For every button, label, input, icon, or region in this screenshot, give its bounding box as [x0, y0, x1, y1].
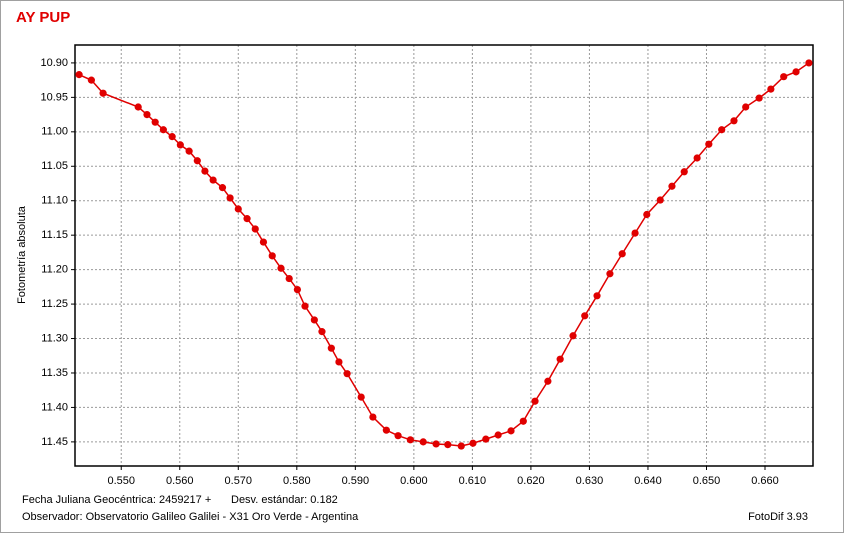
y-tick-label: 11.25	[41, 298, 68, 310]
footer-date: Fecha Juliana Geocéntrica: 2459217 +	[22, 494, 211, 506]
x-tick-label: 0.640	[634, 475, 662, 487]
data-point	[159, 126, 167, 134]
data-point	[718, 126, 726, 134]
data-point	[357, 393, 365, 401]
data-point	[301, 302, 309, 310]
data-point	[767, 85, 775, 93]
data-point	[201, 167, 209, 175]
x-tick-label: 0.560	[166, 475, 194, 487]
data-point	[226, 194, 234, 202]
data-point	[444, 441, 452, 449]
y-tick-label: 11.10	[41, 195, 68, 207]
plot-border	[74, 44, 814, 467]
footer-software: FotoDif 3.93	[748, 511, 808, 523]
data-point	[218, 184, 227, 192]
data-point	[780, 73, 788, 81]
data-point	[87, 76, 95, 84]
y-tick-label: 11.20	[41, 264, 68, 276]
data-point	[680, 168, 688, 176]
chart-title: AY PUP	[16, 9, 70, 26]
x-tick-label: 0.630	[576, 475, 604, 487]
data-point	[544, 377, 552, 385]
data-point	[742, 103, 750, 111]
data-point	[99, 89, 107, 97]
y-tick-label: 10.90	[40, 57, 68, 69]
y-tick-label: 11.30	[41, 332, 68, 344]
data-point	[143, 110, 151, 119]
data-point	[335, 358, 343, 366]
data-point	[730, 117, 738, 125]
footer-std: Desv. estándar: 0.182	[231, 494, 338, 506]
data-point	[293, 286, 301, 294]
data-point	[593, 292, 601, 300]
data-point	[556, 355, 564, 363]
x-tick-label: 0.620	[517, 475, 545, 487]
data-point	[382, 426, 390, 434]
data-point	[606, 270, 614, 278]
data-point	[805, 59, 813, 67]
data-point	[268, 252, 276, 260]
data-point	[251, 225, 259, 233]
data-point	[243, 215, 251, 223]
data-point	[343, 370, 351, 378]
data-point	[185, 147, 193, 155]
x-tick-label: 0.550	[107, 475, 135, 487]
data-point	[569, 332, 577, 340]
data-point	[406, 436, 414, 444]
data-point	[151, 118, 159, 126]
data-point	[318, 328, 326, 336]
data-point	[369, 413, 377, 421]
x-tick-label: 0.660	[751, 475, 779, 487]
data-point	[519, 417, 527, 425]
x-tick-label: 0.610	[459, 475, 487, 487]
data-point	[209, 176, 217, 184]
data-point	[310, 316, 318, 324]
x-tick-label: 0.590	[342, 475, 370, 487]
data-point	[755, 94, 763, 102]
y-tick-label: 11.05	[41, 160, 68, 172]
data-point	[457, 442, 465, 450]
data-point	[531, 397, 539, 405]
y-tick-label: 11.35	[41, 367, 68, 379]
data-point	[234, 205, 242, 213]
data-point	[176, 141, 184, 149]
data-point	[327, 344, 335, 352]
data-point	[259, 238, 268, 246]
data-point	[394, 432, 402, 440]
data-point	[494, 431, 502, 439]
data-point	[277, 264, 285, 272]
data-point	[693, 154, 701, 162]
y-tick-label: 10.95	[40, 91, 68, 103]
y-tick-label: 11.00	[41, 126, 68, 138]
data-point	[643, 210, 651, 219]
data-point	[631, 229, 639, 237]
data-point	[168, 133, 176, 141]
data-point	[432, 440, 440, 448]
data-point	[134, 103, 142, 111]
x-tick-label: 0.650	[693, 475, 721, 487]
data-point	[419, 438, 427, 446]
data-point	[285, 274, 293, 283]
y-tick-label: 11.40	[41, 401, 68, 413]
data-point	[618, 250, 626, 258]
data-point	[507, 427, 515, 435]
y-tick-label: 11.45	[41, 436, 68, 448]
data-point	[581, 312, 589, 320]
data-point	[656, 196, 664, 204]
data-point	[469, 439, 477, 447]
y-tick-label: 11.15	[41, 229, 68, 241]
data-point	[482, 435, 490, 443]
data-point	[792, 68, 800, 76]
x-tick-label: 0.600	[400, 475, 428, 487]
footer-observer: Observador: Observatorio Galileo Galilei…	[22, 511, 359, 523]
plot-area	[75, 45, 813, 466]
data-point	[705, 140, 713, 148]
y-axis-label: Fotometría absoluta	[16, 205, 28, 304]
x-tick-label: 0.570	[225, 475, 253, 487]
x-tick-label: 0.580	[283, 475, 311, 487]
data-point	[75, 71, 83, 79]
data-point	[668, 182, 676, 190]
data-point	[193, 157, 201, 165]
